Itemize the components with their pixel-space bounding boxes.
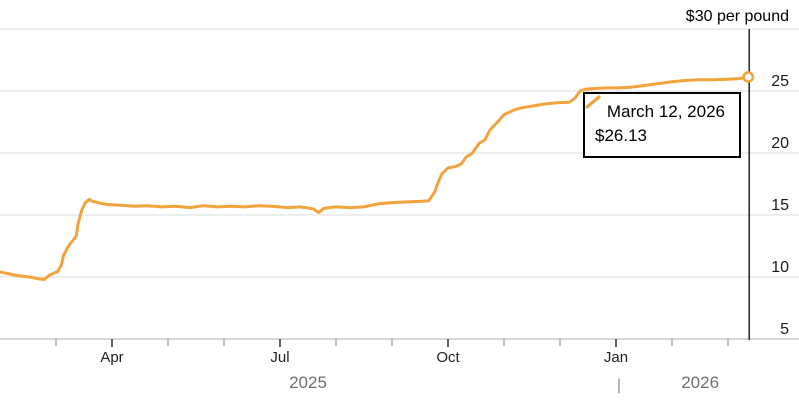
x-axis [55, 339, 729, 347]
price-line [0, 75, 750, 281]
month-label-jan: Jan [604, 349, 628, 366]
year-divider: | [617, 377, 621, 394]
year-label-2026: 2026 [681, 373, 719, 392]
axis-labels: Apr Jul Oct Jan 25 20 15 10 5 2025 2026 | [100, 73, 789, 394]
gridlines [0, 28, 799, 340]
price-line-series [0, 75, 750, 281]
y-label-15: 15 [771, 197, 789, 214]
crosshair [742, 29, 755, 340]
tooltip-date: March 12, 2026 [606, 102, 725, 121]
month-label-oct: Oct [436, 349, 460, 366]
tooltip-value-row: $26.13 [585, 95, 725, 147]
y-label-5: 5 [780, 321, 789, 338]
series-swatch-icon [585, 95, 601, 109]
tooltip-value: $26.13 [595, 126, 647, 145]
y-label-20: 20 [771, 135, 789, 152]
month-label-apr: Apr [100, 349, 123, 366]
y-label-25: 25 [771, 73, 789, 90]
y-label-10: 10 [771, 259, 789, 276]
last-point-marker [742, 71, 755, 83]
orange-line-swatch [585, 95, 601, 109]
month-label-jul: Jul [270, 349, 289, 366]
y-axis-unit-label: $30 per pound [686, 8, 789, 25]
tooltip: March 12, 2026 $26.13 [583, 92, 741, 158]
year-label-2025: 2025 [289, 373, 327, 392]
